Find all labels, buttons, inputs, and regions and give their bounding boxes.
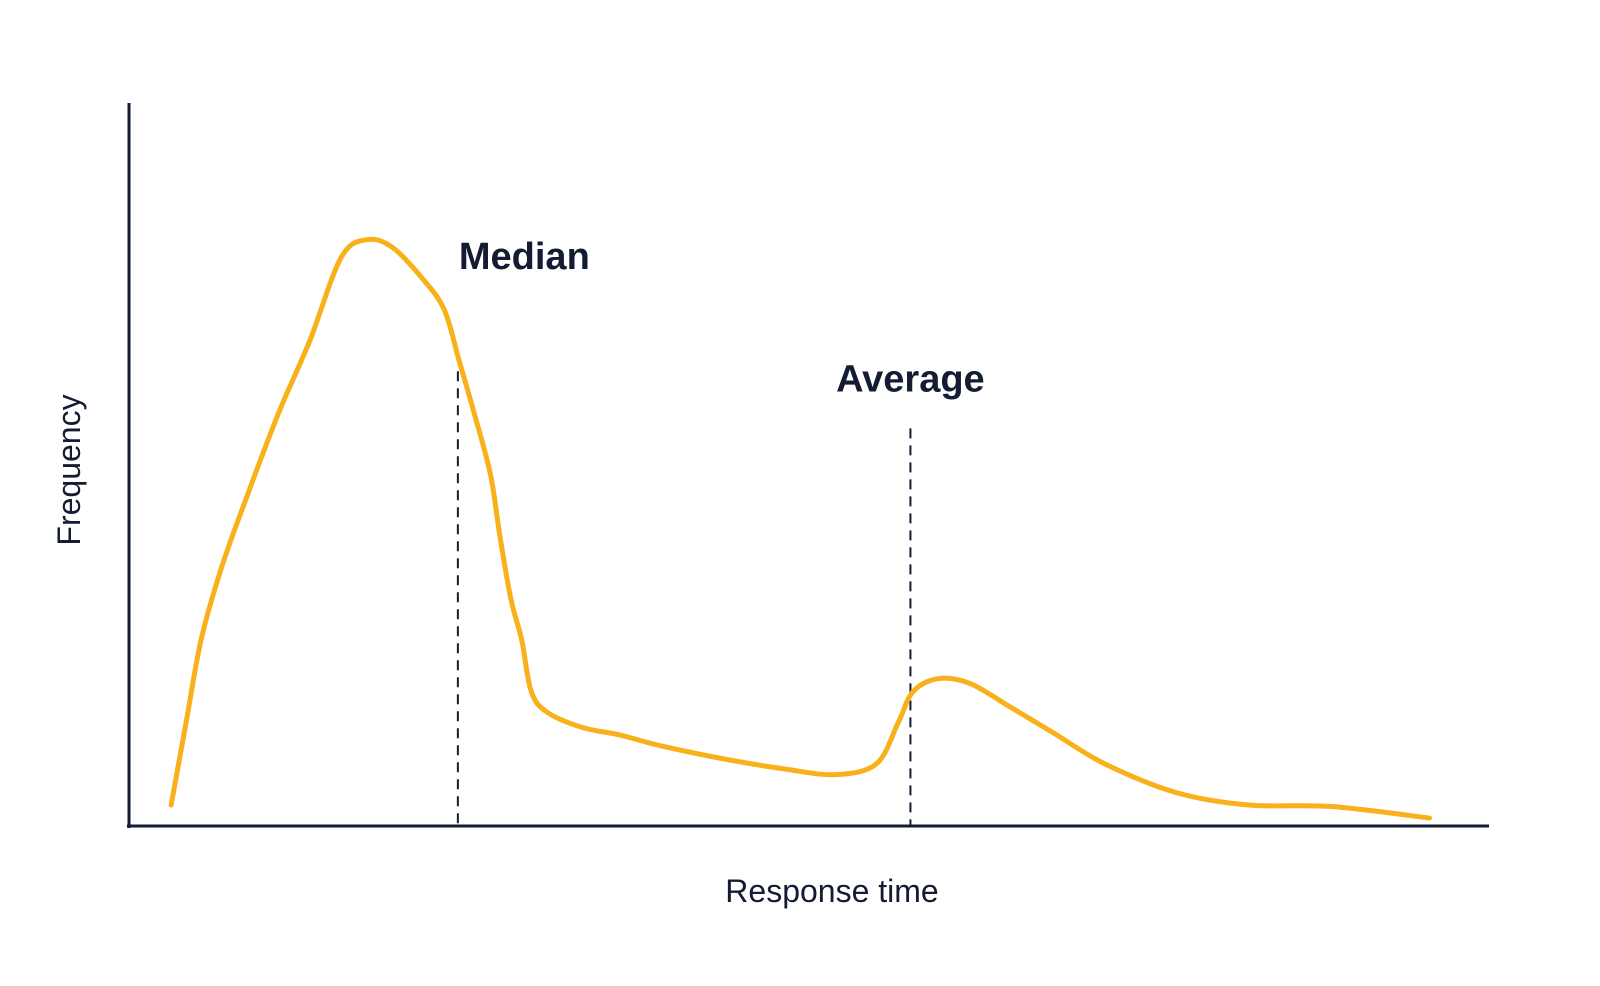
y-axis-label: Frequency [51, 394, 87, 545]
average-label: Average [836, 359, 985, 401]
distribution-curve [168, 236, 1433, 821]
median-label: Median [459, 236, 590, 278]
x-axis-label: Response time [725, 873, 938, 909]
